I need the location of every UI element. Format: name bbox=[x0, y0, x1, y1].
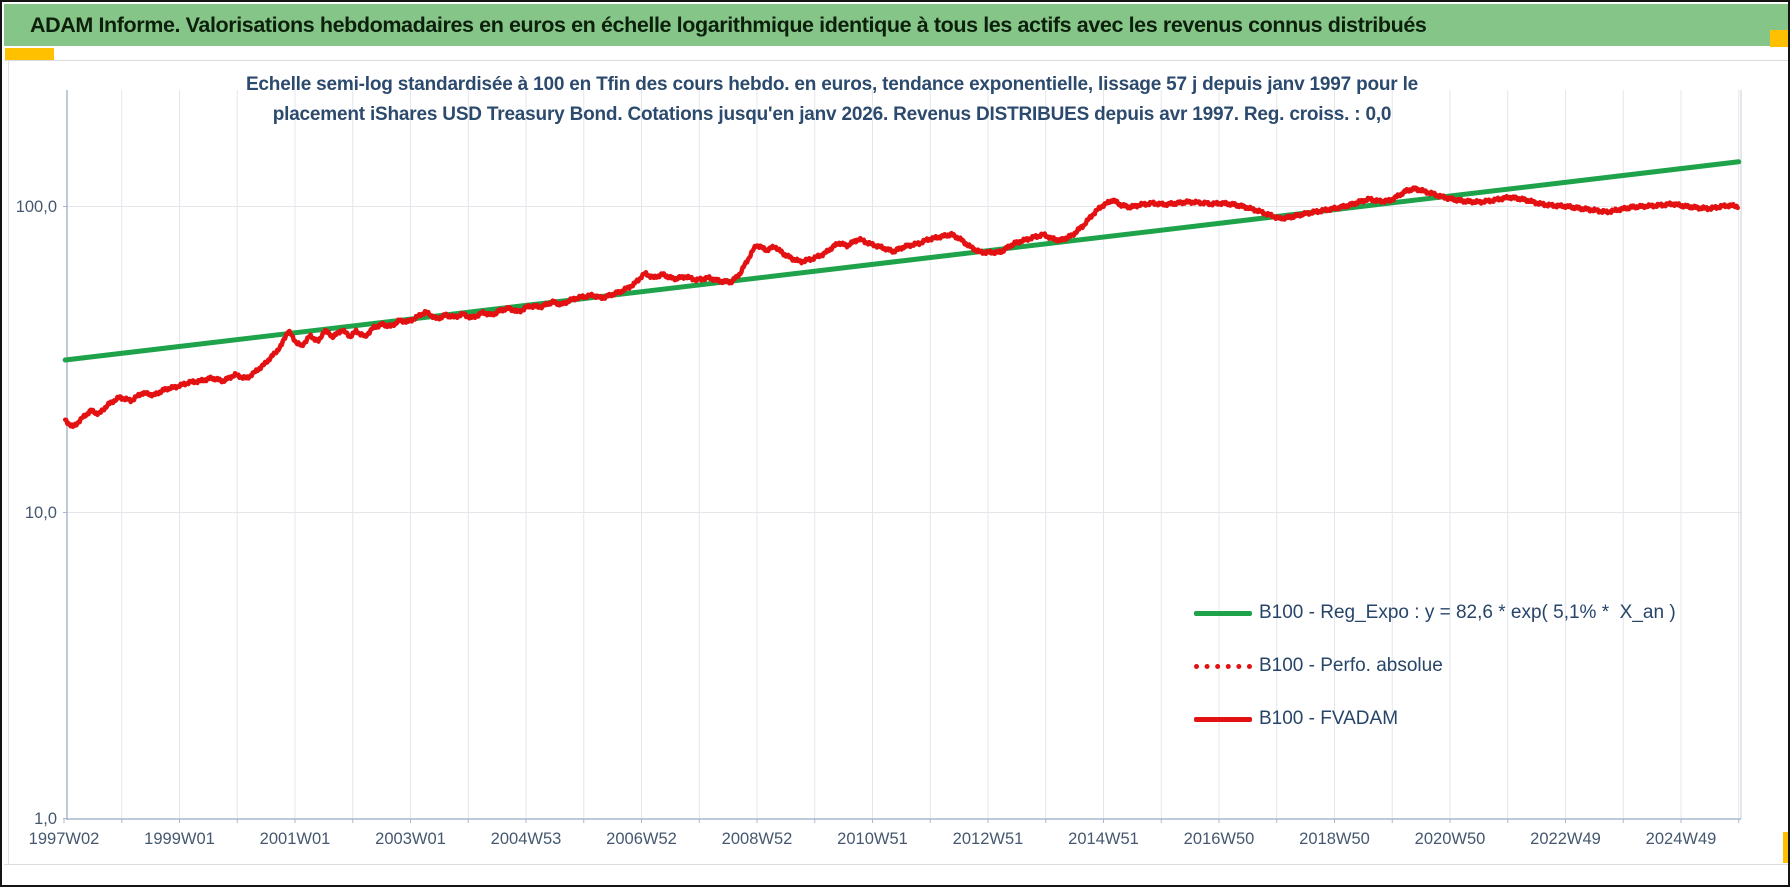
x-tick-label-2010W51: 2010W51 bbox=[837, 830, 908, 848]
x-tick-label-2024W49: 2024W49 bbox=[1645, 830, 1717, 848]
series-reg-expo-line[interactable] bbox=[62, 159, 1742, 363]
legend-item-3[interactable]: B100 - FVADAM bbox=[1194, 704, 1398, 734]
x-tick-label-1997W02: 1997W02 bbox=[28, 830, 100, 848]
legend-item-label: B100 - Reg_Expo : y = 82,6 * exp( 5,1% *… bbox=[1259, 602, 1676, 623]
x-tick-label-2004W53: 2004W53 bbox=[490, 830, 562, 848]
x-tick-label-2022W49: 2022W49 bbox=[1530, 830, 1601, 848]
x-tick-label-2003W01: 2003W01 bbox=[375, 830, 446, 848]
chart-title[interactable]: Echelle semi-log standardisée à 100 en T… bbox=[162, 70, 1502, 130]
chart-title-line1: Echelle semi-log standardisée à 100 en T… bbox=[245, 74, 1419, 95]
legend-item-2[interactable]: B100 - Perfo. absolue bbox=[1194, 651, 1443, 681]
header-title: ADAM Informe. Valorisations hebdomadaire… bbox=[30, 13, 1427, 37]
y-tick-label-1,0: 1,0 bbox=[34, 809, 57, 828]
column-border-left bbox=[8, 60, 9, 864]
x-tick-label-2006W52: 2006W52 bbox=[606, 830, 677, 848]
gridlines bbox=[67, 90, 1741, 819]
y-tick-label-10,0: 10,0 bbox=[24, 503, 57, 522]
x-tick-label-2012W51: 2012W51 bbox=[952, 830, 1024, 848]
legend-item-label: B100 - FVADAM bbox=[1259, 708, 1399, 729]
axis-lines bbox=[63, 90, 1741, 823]
legend-item-label: B100 - Perfo. absolue bbox=[1259, 655, 1443, 676]
x-tick-label-2020W50: 2020W50 bbox=[1414, 830, 1486, 848]
gold-accent-left bbox=[5, 48, 54, 60]
gold-accent-bottom-right bbox=[1783, 832, 1788, 863]
header-cell[interactable]: ADAM Informe. Valorisations hebdomadaire… bbox=[4, 4, 1788, 46]
x-tick-label-2001W01: 2001W01 bbox=[259, 830, 331, 848]
x-tick-label-2016W50: 2016W50 bbox=[1183, 830, 1255, 848]
row-border-top bbox=[4, 60, 1788, 61]
plot-area[interactable] bbox=[2, 46, 1790, 866]
chart-object[interactable]: Echelle semi-log standardisée à 100 en T… bbox=[2, 46, 1790, 866]
row-border-bottom bbox=[4, 864, 1788, 865]
y-tick-label-100,0: 100,0 bbox=[15, 197, 57, 216]
x-tick-label-2018W50: 2018W50 bbox=[1299, 830, 1370, 848]
x-tick-label-1999W01: 1999W01 bbox=[144, 830, 215, 848]
legend-dotted-line-sample bbox=[1194, 663, 1252, 669]
gold-accent-top-right bbox=[1770, 30, 1788, 47]
legend-item-1[interactable]: B100 - Reg_Expo : y = 82,6 * exp( 5,1% *… bbox=[1194, 598, 1676, 628]
legend-solid-line-sample bbox=[1194, 610, 1252, 616]
x-tick-label-2014W51: 2014W51 bbox=[1068, 830, 1139, 848]
chart-title-line2: placement iShares USD Treasury Bond. Cot… bbox=[272, 104, 1392, 125]
x-tick-label-2008W52: 2008W52 bbox=[721, 830, 793, 848]
series-fvadam-line[interactable] bbox=[62, 185, 1740, 429]
legend-solid-line-sample bbox=[1194, 716, 1252, 722]
